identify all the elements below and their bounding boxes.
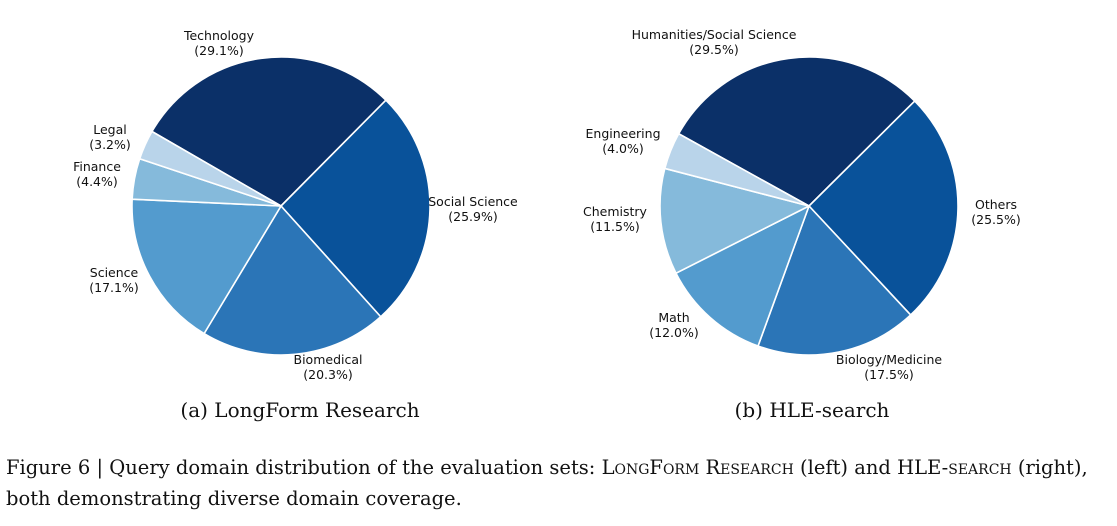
slice-percent-math: (12.0%) [649,325,698,340]
subcaption-left: (a) LongForm Research [180,398,420,422]
subcaption-right: (b) HLE-search [734,398,890,422]
slice-label-legal: Legal [93,122,127,137]
caption-suffix: (right), both demonstrating diverse doma… [6,456,1088,510]
slice-label-social-science: Social Science [428,194,518,209]
slice-percent-finance: (4.4%) [76,174,118,189]
slice-percent-biomedical: (20.3%) [303,367,352,382]
pie-slice-engineering [664,132,810,207]
slice-label-humanities-social-science: Humanities/Social Science [632,27,797,42]
slice-percent-social-science: (25.9%) [448,209,497,224]
pie-slice-biomedical [203,205,382,356]
pie-chart-hle-search: Humanities/Social Science(29.5%) Others(2… [583,27,1021,382]
slice-label-finance: Finance [73,159,121,174]
slice-label-others: Others [975,197,1017,212]
pie-chart-longform-research: Technology(29.1%) Social Science(25.9%) Bi… [73,28,518,382]
slice-label-engineering: Engineering [586,126,661,141]
slice-percent-engineering: (4.0%) [602,141,644,156]
pie-slice-chemistry [659,167,810,274]
caption-mid: (left) and [793,456,898,479]
caption-prefix: Figure 6 | Query domain distribution of … [6,456,602,479]
slice-label-biomedical: Biomedical [294,352,363,367]
slice-label-biology-medicine: Biology/Medicine [836,352,943,367]
pie-slice-humanities-social-science [677,56,916,207]
pie-slice-technology [151,56,387,207]
slice-label-science: Science [90,265,139,280]
slice-label-technology: Technology [183,28,255,43]
figure-caption: Figure 6 | Query domain distribution of … [6,452,1111,514]
pie-slice-others [808,100,959,316]
caption-dataset-b: HLE-search [897,456,1012,479]
slice-label-chemistry: Chemistry [583,204,648,219]
pie-slice-social-science [280,99,431,318]
caption-dataset-a: LongForm Research [601,456,794,479]
pie-slice-math [675,205,810,347]
slice-percent-chemistry: (11.5%) [590,219,639,234]
slice-percent-legal: (3.2%) [89,137,131,152]
slice-percent-biology-medicine: (17.5%) [864,367,913,382]
slice-percent-science: (17.1%) [89,280,138,295]
slice-percent-humanities-social-science: (29.5%) [689,42,738,57]
slice-percent-technology: (29.1%) [194,43,243,58]
pie-slice-science [131,198,282,335]
slice-label-math: Math [658,310,689,325]
slice-percent-others: (25.5%) [971,212,1020,227]
pie-slice-legal [138,130,282,207]
